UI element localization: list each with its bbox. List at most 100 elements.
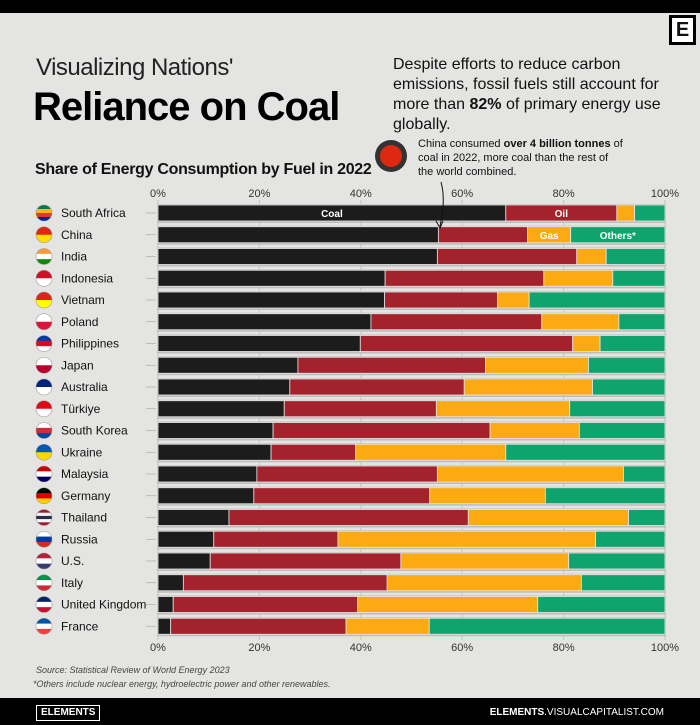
flag-outline — [35, 400, 53, 418]
flag-united-kingdom-icon — [36, 607, 52, 613]
flag-outline — [35, 530, 53, 548]
flag-italy-icon — [36, 580, 52, 586]
bar-segment-coal — [157, 291, 386, 309]
arrow-head-icon — [435, 220, 444, 230]
bar-segment-gas — [541, 313, 620, 331]
bar-segment-gas — [337, 530, 596, 548]
intro-part: of primary energy use globally. — [393, 96, 661, 133]
bar-segment-gas — [572, 335, 601, 352]
flag-ukraine-icon — [36, 444, 52, 453]
flag-poland-icon — [36, 321, 52, 330]
flag-japan-icon — [36, 357, 52, 366]
bar-segment-gas — [357, 596, 539, 613]
flag-thailand-icon — [36, 519, 52, 523]
country-label: China — [61, 228, 93, 242]
flag-u-s--icon — [36, 563, 52, 569]
x-tick-label-bottom: 20% — [248, 642, 270, 654]
bar-segment-others — [634, 204, 666, 222]
bar-segment-coal — [157, 487, 255, 505]
flag-u-s--icon — [36, 553, 52, 559]
flag-australia-icon — [36, 379, 52, 388]
footer-bar — [0, 698, 700, 725]
x-tick-label-top: 20% — [248, 188, 270, 200]
flag-outline — [35, 596, 53, 613]
bar-segment-others — [537, 596, 666, 613]
china-flag-badge-icon — [375, 140, 407, 172]
flag-philippines-icon — [36, 346, 52, 352]
elements-brand: ELEMENTS — [36, 705, 101, 721]
flag-germany-icon — [36, 493, 52, 499]
flag-philippines-icon — [36, 335, 52, 342]
bar-segment-oil — [289, 378, 465, 396]
intro-text: Despite efforts to reduce carbon emissio… — [393, 55, 693, 135]
bar-segment-gas — [355, 443, 507, 461]
annotation-arrow — [439, 181, 444, 227]
china-annotation: China consumed over 4 billion tonnes of … — [418, 137, 623, 179]
flag-ukraine-icon — [36, 452, 52, 461]
chart-title: Share of Energy Consumption by Fuel in 2… — [35, 161, 372, 178]
bar-segment-coal — [157, 617, 172, 635]
url-rest: .VISUALCAPITALIST.COM — [544, 707, 664, 718]
bar-segment-coal — [157, 378, 291, 396]
flag-indonesia-icon — [36, 270, 52, 279]
country-label: Germany — [61, 489, 110, 503]
bar-segment-gas — [485, 356, 589, 374]
bar-segment-oil — [283, 400, 437, 418]
bar-segment-gas — [386, 574, 582, 592]
footer-url[interactable]: ELEMENTS.VISUALCAPITALIST.COM — [490, 707, 664, 719]
url-bold: ELEMENTS — [489, 707, 545, 718]
flag-south-africa-icon — [36, 209, 52, 214]
flag-india-icon — [36, 259, 52, 265]
country-label: France — [61, 619, 99, 633]
bar-segment-gas — [576, 248, 607, 265]
flag-outline — [35, 422, 53, 439]
bar-segment-oil — [228, 509, 469, 526]
bar-segment-oil — [436, 248, 578, 265]
country-label: United Kingdom — [61, 598, 146, 612]
flag-t-rkiye-icon — [36, 408, 52, 417]
bar-segment-gas — [400, 552, 570, 570]
bar-segment-coal — [157, 422, 274, 439]
flag-outline — [35, 617, 53, 635]
bar-segment-oil — [170, 617, 347, 635]
flag-outline — [35, 313, 53, 331]
bar-segment-coal — [157, 465, 258, 483]
bar-segment-coal — [157, 226, 439, 244]
bar-segment-coal — [157, 269, 386, 287]
page-title: Reliance on Coal — [33, 85, 340, 129]
bar-segment-oil — [437, 226, 529, 244]
bar-segment-others — [544, 487, 666, 505]
flag-outline — [35, 487, 53, 505]
bar-segment-coal — [157, 552, 211, 570]
bar-segment-oil — [182, 574, 388, 592]
legend-label-others: Others* — [600, 231, 636, 242]
bar-segment-others — [568, 552, 666, 570]
country-label: U.S. — [61, 554, 84, 568]
bar-segment-oil — [297, 356, 486, 374]
flag-russia-icon — [36, 536, 52, 543]
bar-segment-oil — [384, 291, 499, 309]
country-label: Poland — [61, 315, 98, 329]
flag-russia-icon — [36, 531, 52, 538]
bar-segment-others — [428, 617, 666, 635]
country-label: Türkiye — [61, 402, 101, 416]
bar-segment-gas — [543, 269, 614, 287]
intro-part: Despite efforts to reduce carbon emissio… — [393, 56, 659, 113]
legend-label-gas: Gas — [540, 231, 559, 242]
annotation-highlight: over 4 billion tonnes — [503, 138, 611, 150]
flag-outline — [35, 465, 53, 483]
x-tick-label-top: 80% — [553, 188, 575, 200]
country-label: South Africa — [61, 206, 126, 220]
bar-segment-gas — [497, 291, 530, 309]
annotation-part: China consumed — [418, 138, 504, 150]
flag-poland-icon — [36, 313, 52, 323]
flag-japan-icon — [36, 365, 52, 374]
flag-russia-icon — [36, 541, 52, 548]
bar-segment-gas — [436, 465, 624, 483]
flag-france-icon — [36, 623, 52, 630]
x-tick-label-top: 60% — [451, 188, 473, 200]
x-tick-label-top: 100% — [651, 188, 679, 200]
bar-segment-gas — [429, 487, 546, 505]
legend-label-coal: Coal — [321, 209, 343, 220]
flag-italy-icon — [36, 574, 52, 581]
